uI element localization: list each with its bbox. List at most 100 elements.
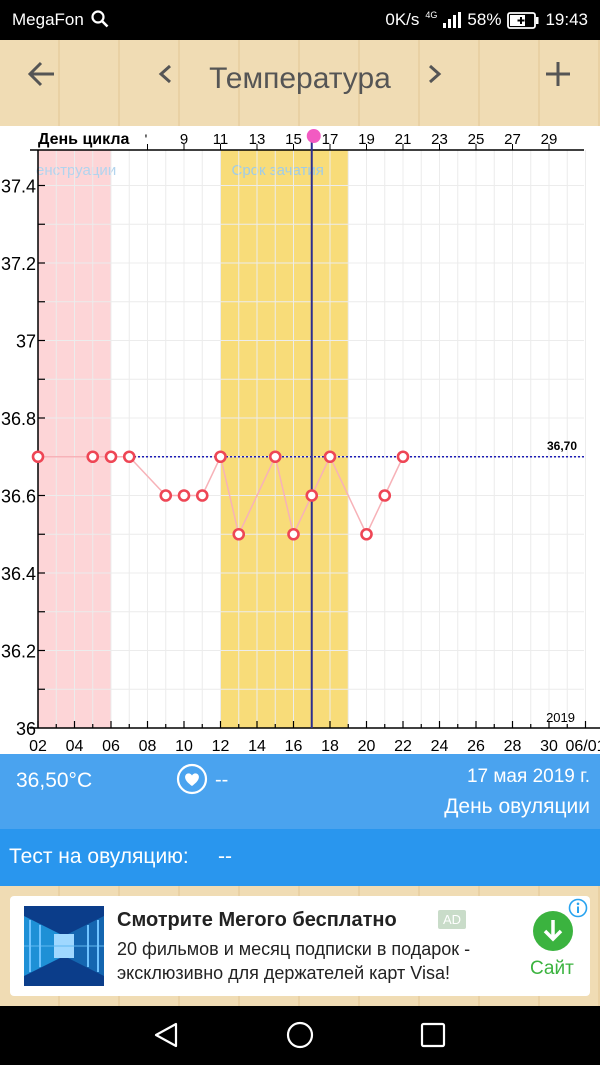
info-icon[interactable] bbox=[568, 898, 588, 918]
selected-date: 17 мая 2019 г. bbox=[466, 766, 590, 787]
page-title: Температура bbox=[209, 62, 391, 95]
x-date-label: 10 bbox=[175, 738, 193, 754]
net-speed: 0K/s bbox=[385, 10, 420, 29]
y-tick-label: 36 bbox=[16, 719, 36, 739]
search-icon bbox=[90, 10, 108, 28]
data-point bbox=[378, 489, 392, 502]
ad-area: Смотрите Мегого бесплатно AD 20 фильмов … bbox=[0, 886, 600, 1006]
battery-icon bbox=[507, 11, 539, 29]
navigation-bar bbox=[0, 1006, 600, 1065]
ad-text-line1: 20 фильмов и месяц подписки в подарок - bbox=[117, 939, 471, 959]
data-point bbox=[232, 527, 246, 541]
data-point bbox=[396, 450, 410, 464]
y-tick-label: 37 bbox=[16, 332, 36, 352]
carrier-name: MegaFon bbox=[12, 10, 84, 29]
day-info-panel[interactable]: 36,50°C -- 17 мая 2019 г. День овуляции bbox=[0, 754, 600, 829]
x-date-label: 22 bbox=[394, 738, 412, 754]
data-point bbox=[159, 489, 173, 502]
cycle-day-axis-title: День цикла bbox=[38, 131, 129, 148]
video-thumbnail-icon bbox=[24, 906, 104, 986]
data-point bbox=[268, 450, 282, 464]
status-right: 0K/s 4G 58% 19:43 bbox=[385, 10, 588, 30]
ad-cta[interactable]: Сайт bbox=[530, 958, 574, 979]
cycle-day-label: 17 bbox=[322, 131, 339, 148]
data-point bbox=[305, 489, 319, 502]
ovulation-test-row[interactable]: Тест на овуляцию: -- bbox=[0, 829, 600, 886]
add-button[interactable] bbox=[544, 60, 572, 96]
x-date-label: 28 bbox=[504, 738, 522, 754]
status-bar: MegaFon 0K/s 4G 58% 19:43 bbox=[0, 0, 600, 40]
square-recents-icon[interactable] bbox=[420, 1022, 446, 1048]
data-point bbox=[31, 450, 45, 464]
x-date-label: 14 bbox=[248, 738, 266, 754]
next-button[interactable] bbox=[426, 60, 444, 96]
coverline-label: 36,70 bbox=[547, 439, 577, 453]
status-left: MegaFon bbox=[12, 10, 109, 30]
data-point bbox=[86, 450, 100, 464]
chevron-right-icon bbox=[429, 64, 442, 84]
data-point bbox=[214, 450, 227, 464]
cycle-day-label: 19 bbox=[358, 131, 375, 148]
heart-icon[interactable] bbox=[176, 763, 208, 795]
circle-home-icon[interactable] bbox=[285, 1020, 315, 1050]
data-point bbox=[323, 450, 337, 464]
x-date-label: 20 bbox=[358, 738, 376, 754]
x-date-label: 06/01 bbox=[565, 738, 600, 754]
x-date-label: 12 bbox=[212, 738, 230, 754]
x-date-label: 02 bbox=[29, 738, 47, 754]
y-tick-label: 36.8 bbox=[1, 409, 36, 429]
prev-button[interactable] bbox=[156, 60, 174, 96]
ad-text-line2: эксклюзивно для держателей карт Visa! bbox=[117, 963, 450, 983]
download-icon[interactable] bbox=[532, 910, 574, 952]
year-label: 2019 bbox=[546, 710, 575, 725]
arrow-left-icon bbox=[27, 61, 54, 87]
x-date-label: 30 bbox=[540, 738, 558, 754]
toolbar: Температура bbox=[0, 40, 600, 126]
phase-band bbox=[220, 150, 349, 728]
y-tick-label: 36.2 bbox=[1, 642, 36, 662]
temperature-value: 36,50°C bbox=[16, 769, 93, 792]
cycle-day-label: 27 bbox=[504, 131, 521, 148]
x-date-label: 26 bbox=[467, 738, 485, 754]
ovulation-test-label: Тест на овуляцию: bbox=[9, 845, 189, 868]
cycle-day-label: ' bbox=[145, 131, 148, 147]
cycle-day-label: 13 bbox=[249, 131, 266, 148]
ad-banner[interactable]: Смотрите Мегого бесплатно AD 20 фильмов … bbox=[10, 896, 590, 996]
today-dot bbox=[306, 129, 321, 143]
data-point bbox=[287, 527, 300, 541]
x-date-label: 06 bbox=[102, 738, 120, 754]
clock: 19:43 bbox=[545, 10, 588, 29]
cycle-day-label: 23 bbox=[431, 131, 448, 148]
ad-badge: AD bbox=[438, 910, 467, 929]
data-point bbox=[122, 450, 136, 464]
phase-band-label: енструации bbox=[36, 162, 116, 179]
triangle-back-icon[interactable] bbox=[152, 1021, 180, 1049]
battery-percent: 58% bbox=[467, 10, 502, 29]
y-tick-label: 36.4 bbox=[1, 564, 36, 584]
y-tick-label: 37.4 bbox=[1, 177, 36, 197]
cycle-day-label: 15 bbox=[285, 131, 302, 148]
sex-value: -- bbox=[215, 769, 229, 791]
data-point bbox=[177, 489, 191, 502]
plus-icon bbox=[546, 62, 570, 86]
temperature-chart[interactable]: енструации Срок зачатия 36 36.2 36.4 36.6 36.… bbox=[0, 126, 600, 755]
chevron-left-icon bbox=[158, 64, 171, 84]
chart-svg[interactable]: енструации Срок зачатия 36 36.2 36.4 36.6 36.… bbox=[0, 126, 600, 755]
cycle-phase: День овуляции bbox=[444, 795, 590, 818]
cycle-day-label: 21 bbox=[395, 131, 412, 148]
data-point bbox=[360, 527, 373, 541]
cycle-day-label: 11 bbox=[213, 131, 229, 148]
x-date-label: 24 bbox=[431, 738, 449, 754]
cycle-day-label: 29 bbox=[541, 131, 558, 148]
net-type: 4G bbox=[425, 10, 438, 20]
data-point bbox=[104, 450, 118, 464]
data-point bbox=[195, 489, 209, 502]
x-date-label: 18 bbox=[321, 738, 339, 754]
y-tick-label: 36.6 bbox=[1, 487, 36, 507]
phase-band-label: Срок зачатия bbox=[232, 162, 324, 179]
ad-title: Смотрите Мегого бесплатно bbox=[117, 909, 397, 931]
x-date-label: 08 bbox=[139, 738, 157, 754]
back-button[interactable] bbox=[27, 60, 56, 96]
x-date-label: 04 bbox=[66, 738, 84, 754]
x-date-label: 16 bbox=[285, 738, 303, 754]
